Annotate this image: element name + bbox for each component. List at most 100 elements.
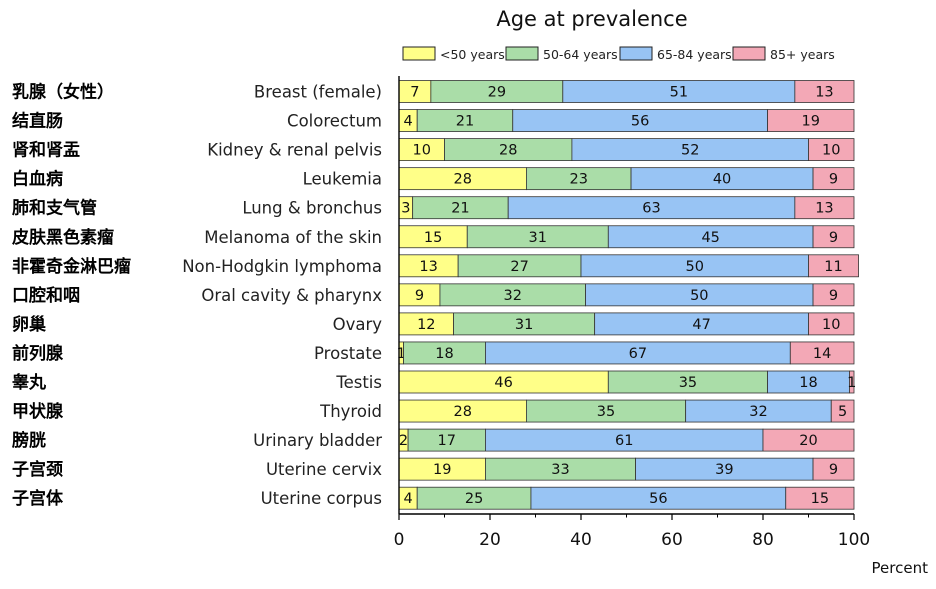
- legend-label: 65-84 years: [657, 47, 732, 62]
- data-label: 13: [815, 201, 833, 217]
- data-label: 9: [829, 462, 838, 478]
- data-label: 35: [679, 375, 697, 391]
- data-label: 9: [829, 288, 838, 304]
- data-label: 28: [453, 404, 471, 420]
- data-label: 14: [813, 346, 831, 362]
- data-label: 28: [453, 172, 471, 188]
- bar-segment: [789, 341, 855, 365]
- data-label: 10: [413, 143, 431, 159]
- legend-swatch: [402, 46, 436, 61]
- data-label: 56: [649, 491, 667, 507]
- x-axis-label: Percent: [872, 559, 929, 577]
- category-label-en: Breast (female): [254, 83, 382, 102]
- category-label-en: Urinary bladder: [253, 431, 382, 450]
- category-label-en: Kidney & renal pelvis: [207, 141, 382, 160]
- category-label-en: Testis: [335, 373, 382, 392]
- category-labels: 乳腺（女性） Breast (female) 结直肠 Colorectum 肾和肾盂 Ki…: [12, 82, 382, 510]
- category-label-zh: 非霍奇金淋巴瘤: [12, 256, 131, 277]
- bar-segment: [808, 138, 855, 162]
- data-label: 13: [419, 259, 437, 275]
- x-tick-label: 40: [570, 530, 592, 550]
- data-label: 35: [597, 404, 615, 420]
- bar-segment: [794, 196, 855, 220]
- category-label-en: Lung & bronchus: [242, 199, 382, 218]
- data-label: 46: [494, 375, 512, 391]
- category-label-zh: 肾和肾盂: [12, 141, 80, 161]
- data-label: 23: [569, 172, 587, 188]
- x-tick-label: 20: [479, 530, 501, 550]
- data-label: 31: [529, 230, 547, 246]
- data-label: 3: [401, 201, 410, 217]
- data-label: 61: [615, 433, 633, 449]
- data-label: 33: [551, 462, 569, 478]
- data-label: 19: [802, 114, 820, 130]
- x-tick-label: 80: [752, 530, 774, 550]
- x-tick-label: 60: [661, 530, 683, 550]
- data-label: 10: [822, 143, 840, 159]
- data-label: 9: [829, 230, 838, 246]
- data-label: 1: [847, 375, 856, 391]
- data-label: 31: [515, 317, 533, 333]
- legend: <50 years 50-64 years 65-84 years 85+ years: [402, 46, 835, 62]
- bar-segment: [812, 167, 855, 191]
- category-label-en: Leukemia: [303, 170, 382, 189]
- bar-segment: [762, 428, 855, 452]
- data-label: 29: [488, 85, 506, 101]
- data-label: 1: [397, 346, 406, 362]
- data-label: 52: [681, 143, 699, 159]
- category-label-zh: 甲状腺: [12, 401, 64, 422]
- data-label: 28: [499, 143, 517, 159]
- data-label: 50: [686, 259, 704, 275]
- data-label: 12: [417, 317, 435, 333]
- category-label-zh: 卵巢: [12, 314, 47, 335]
- data-label: 63: [642, 201, 660, 217]
- data-label: 19: [433, 462, 451, 478]
- data-label: 51: [670, 85, 688, 101]
- data-label: 27: [510, 259, 528, 275]
- data-label: 25: [465, 491, 483, 507]
- bar-segment: [849, 370, 855, 394]
- category-label-en: Ovary: [333, 315, 383, 334]
- data-label: 18: [435, 346, 453, 362]
- data-label: 20: [799, 433, 817, 449]
- data-label: 7: [410, 85, 419, 101]
- data-label: 40: [713, 172, 731, 188]
- category-label-zh: 口腔和咽: [12, 285, 80, 306]
- data-label: 2: [399, 433, 408, 449]
- legend-swatch: [732, 46, 766, 61]
- bar-segment: [794, 80, 855, 103]
- category-label-zh: 膀胱: [12, 430, 46, 451]
- data-label: 10: [822, 317, 840, 333]
- data-label: 9: [415, 288, 424, 304]
- category-label-en: Uterine corpus: [261, 489, 382, 508]
- data-label: 56: [631, 114, 649, 130]
- data-label: 67: [629, 346, 647, 362]
- category-label-zh: 乳腺（女性）: [12, 82, 114, 103]
- bar-segment: [812, 225, 855, 249]
- bar-segment: [812, 457, 855, 481]
- category-label-en: Oral cavity & pharynx: [201, 286, 382, 305]
- category-label-zh: 前列腺: [12, 343, 64, 364]
- data-label: 21: [456, 114, 474, 130]
- data-label: 15: [424, 230, 442, 246]
- category-label-en: Prostate: [314, 344, 382, 363]
- data-label: 13: [815, 85, 833, 101]
- category-label-zh: 结直肠: [12, 111, 63, 132]
- category-label-en: Thyroid: [319, 402, 382, 421]
- data-label: 4: [403, 491, 412, 507]
- category-label-en: Uterine cervix: [266, 460, 382, 479]
- x-tick-label: 100: [838, 530, 870, 550]
- category-label-en: Non-Hodgkin lymphoma: [182, 257, 382, 276]
- data-label: 18: [799, 375, 817, 391]
- data-label: 11: [824, 259, 842, 275]
- data-label: 17: [438, 433, 456, 449]
- legend-label: 50-64 years: [543, 47, 618, 62]
- data-label: 32: [749, 404, 767, 420]
- data-label: 9: [829, 172, 838, 188]
- data-label: 32: [504, 288, 522, 304]
- category-label-zh: 子宫体: [12, 488, 64, 509]
- x-tick-label: 0: [394, 530, 405, 550]
